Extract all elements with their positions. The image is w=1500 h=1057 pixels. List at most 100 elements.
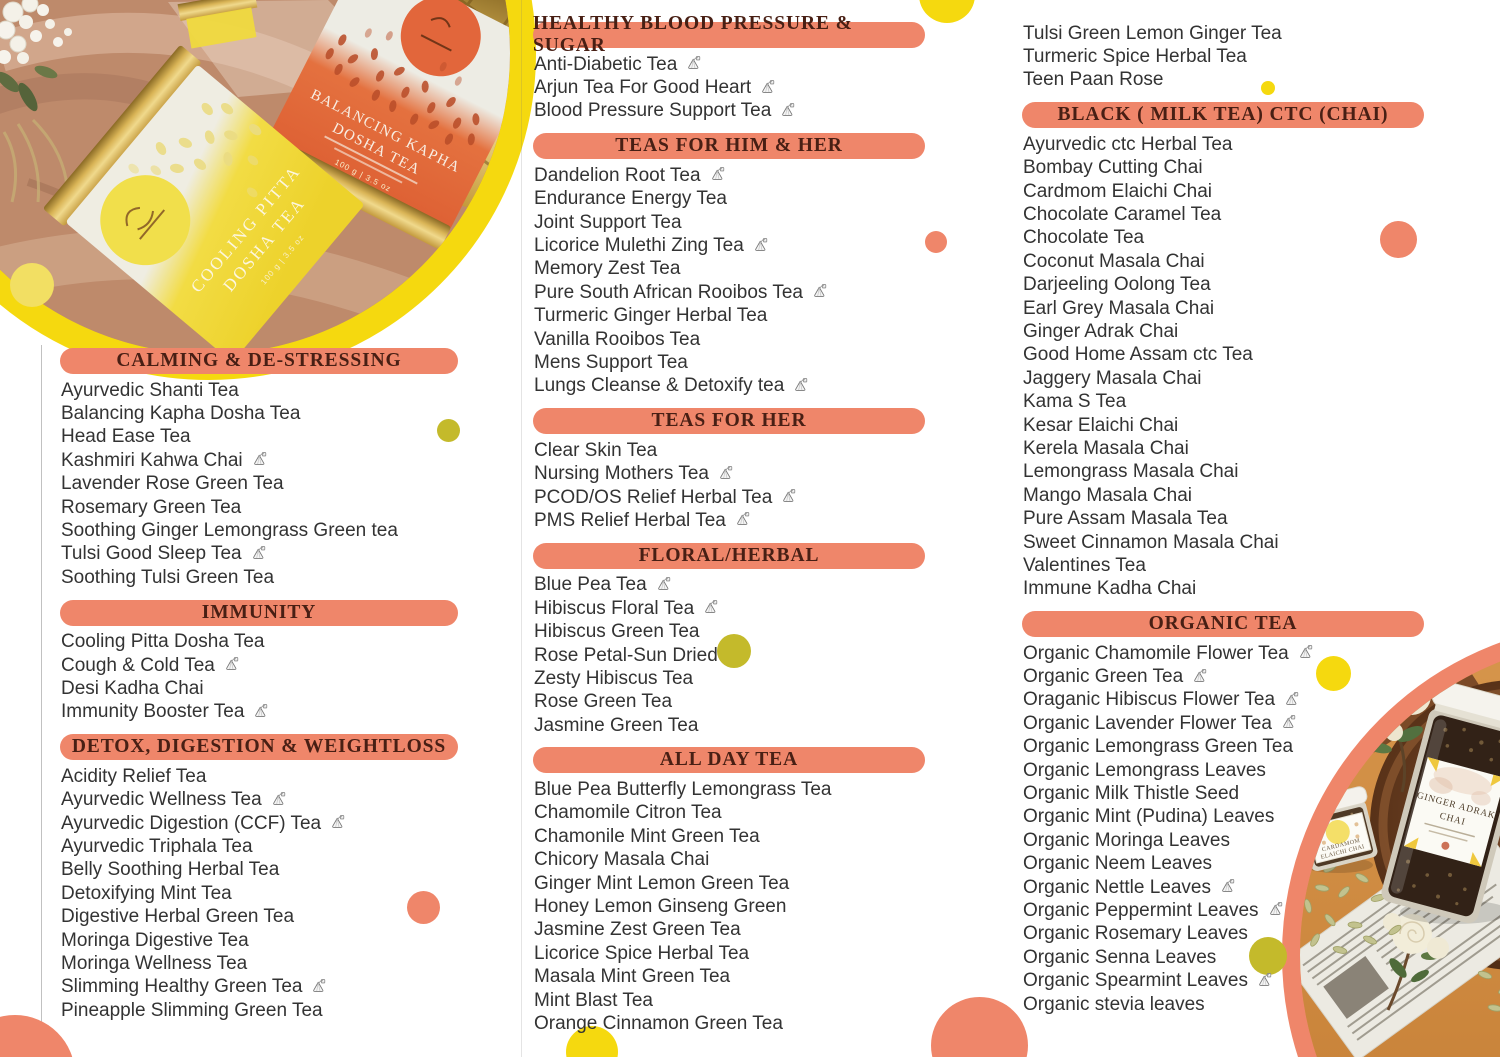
tea-list-item: Organic Spearmint Leaves: [1023, 969, 1424, 992]
teabag-icon: [1286, 692, 1299, 705]
tea-list-item: Detoxifying Mint Tea: [61, 882, 458, 905]
tea-name: Pure South African Rooibos Tea: [534, 281, 803, 303]
tea-name: Mint Blast Tea: [534, 989, 653, 1011]
tea-name: Organic Green Tea: [1023, 666, 1184, 688]
teabag-icon: [814, 284, 827, 298]
tea-list-item: PMS Relief Herbal Tea: [534, 509, 925, 532]
tea-name: Blue Pea Butterfly Lemongrass Tea: [534, 779, 832, 801]
tea-name: Organic Nettle Leaves: [1023, 876, 1211, 898]
tea-name: Jasmine Green Tea: [534, 714, 699, 736]
tea-list-item: Organic Rosemary Leaves: [1023, 923, 1424, 946]
decor-dot: [1261, 81, 1275, 95]
tea-name: Masala Mint Green Tea: [534, 966, 731, 988]
tea-name: Hibiscus Green Tea: [534, 621, 700, 643]
tin-cooling-pitta: COOLING PITTA DOSHA TEA 100 g | 3.5 oz: [43, 45, 364, 354]
tea-name: Organic Spearmint Leaves: [1023, 970, 1248, 992]
tea-list-item: Cough & Cold Tea: [61, 654, 458, 677]
tea-name: Acidity Relief Tea: [61, 765, 207, 787]
tea-name: Kashmiri Kahwa Chai: [61, 449, 243, 471]
tea-list-item: Tulsi Green Lemon Ginger Tea: [1023, 22, 1424, 45]
section-header-detox: DETOX, DIGESTION & WEIGHTLOSS: [60, 734, 458, 761]
tea-list-item: Organic Peppermint Leaves: [1023, 899, 1424, 922]
tea-name: Soothing Ginger Lemongrass Green tea: [61, 520, 398, 542]
tea-name: Organic stevia leaves: [1023, 993, 1205, 1015]
tea-name: Ginger Adrak Chai: [1023, 320, 1179, 342]
tea-list-item: Mint Blast Tea: [534, 989, 925, 1012]
tea-name: Hibiscus Floral Tea: [534, 597, 695, 619]
tea-name: Licorice Mulethi Zing Tea: [534, 235, 744, 257]
tea-list-item: Turmeric Ginger Herbal Tea: [534, 305, 925, 328]
tea-name: Balancing Kapha Dosha Tea: [61, 403, 301, 425]
tea-list-item: Organic Chamomile Flower Tea: [1023, 642, 1424, 665]
teabag-icon: [332, 815, 345, 828]
product-photo-top-left: BALANCING KAPHA DOSHA TEA 100 g | 3.5 oz: [0, 0, 536, 380]
tea-list-item: Licorice Spice Herbal Tea: [534, 942, 925, 965]
tea-list-item: Desi Kadha Chai: [61, 677, 458, 700]
tea-list-item: Organic Nettle Leaves: [1023, 876, 1424, 899]
tin-balancing-kapha: BALANCING KAPHA DOSHA TEA 100 g | 3.5 oz: [258, 0, 510, 249]
tea-list-item: Pineapple Slimming Green Tea: [61, 999, 458, 1022]
tea-name: PMS Relief Herbal Tea: [534, 509, 726, 531]
tea-name: Jasmine Zest Green Tea: [534, 919, 741, 941]
teabag-icon: [253, 452, 266, 466]
tea-list-item: Dandelion Root Tea: [534, 164, 925, 187]
tea-list-item: Organic Milk Thistle Seed: [1023, 782, 1424, 805]
tea-list-item: Organic Neem Leaves: [1023, 853, 1424, 876]
section-continued: Tulsi Green Lemon Ginger Tea Turmeric Sp…: [1022, 22, 1424, 92]
section-header-blood-pressure: HEALTHY BLOOD PRESSURE & SUGAR: [533, 13, 925, 56]
tea-list-item: Kama S Tea: [1023, 390, 1424, 413]
tea-list-item: Nursing Mothers Tea: [534, 462, 925, 485]
tea-name: Turmeric Spice Herbal Tea: [1023, 46, 1247, 68]
section-him-her: TEAS FOR HIM & HER Dandelion Root Tea En…: [533, 133, 925, 398]
section-header-organic: ORGANIC TEA: [1022, 610, 1424, 637]
tea-list-item: Rosemary Green Tea: [61, 496, 458, 519]
section-calming: CALMING & DE-STRESSING Ayurvedic Shanti …: [60, 348, 458, 590]
tea-list-item: Earl Grey Masala Chai: [1023, 297, 1424, 320]
tea-list: Organic Chamomile Flower Tea Organic Gre…: [1022, 642, 1424, 1016]
teabag-icon: [688, 56, 701, 70]
tea-list-item: Belly Soothing Herbal Tea: [61, 859, 458, 882]
tea-name: Orange Cinnamon Green Tea: [534, 1012, 783, 1034]
tea-list-item: Head Ease Tea: [61, 426, 458, 449]
section-detox: DETOX, DIGESTION & WEIGHTLOSS Acidity Re…: [60, 734, 458, 1022]
tea-name: Soothing Tulsi Green Tea: [61, 566, 275, 588]
section-floral-herbal: FLORAL/HERBAL Blue Pea Tea Hibiscus Flor…: [533, 542, 925, 738]
menu-column-middle: HEALTHY BLOOD PRESSURE & SUGAR Anti-Diab…: [533, 13, 925, 1046]
tea-name: Jaggery Masala Chai: [1023, 367, 1202, 389]
tea-list-item: Organic Lavender Flower Tea: [1023, 712, 1424, 735]
tea-list-item: Moringa Wellness Tea: [61, 952, 458, 975]
tea-list-item: Kashmiri Kahwa Chai: [61, 449, 458, 472]
tea-name: Organic Rosemary Leaves: [1023, 923, 1248, 945]
decor-dot: [1249, 937, 1287, 975]
tea-name: Belly Soothing Herbal Tea: [61, 859, 280, 881]
section-header-all-day: ALL DAY TEA: [533, 747, 925, 774]
tea-name: Nursing Mothers Tea: [534, 463, 709, 485]
tea-name: Ayurvedic Triphala Tea: [61, 835, 253, 857]
tea-name: Endurance Energy Tea: [534, 188, 727, 210]
teabag-icon: [783, 489, 796, 502]
tea-list-item: Ginger Mint Lemon Green Tea: [534, 872, 925, 895]
menu-column-left: CALMING & DE-STRESSING Ayurvedic Shanti …: [60, 348, 458, 1032]
tea-name: Memory Zest Tea: [534, 258, 681, 280]
tea-name: PCOD/OS Relief Herbal Tea: [534, 486, 773, 508]
tea-list-item: Pure South African Rooibos Tea: [534, 281, 925, 304]
tea-name: Tulsi Good Sleep Tea: [61, 543, 242, 565]
tea-list-item: Ayurvedic Shanti Tea: [61, 379, 458, 402]
decor-dot: [407, 891, 440, 924]
photo-top-left-scene: BALANCING KAPHA DOSHA TEA 100 g | 3.5 oz: [0, 0, 510, 354]
teabag-icon: [657, 576, 670, 590]
tea-list-item: Jaggery Masala Chai: [1023, 367, 1424, 390]
tea-name: Desi Kadha Chai: [61, 677, 204, 699]
tea-list-item: Blue Pea Tea: [534, 574, 925, 597]
tea-list-item: Soothing Tulsi Green Tea: [61, 566, 458, 589]
tea-name: Moringa Wellness Tea: [61, 952, 248, 974]
tea-list-item: Lavender Rose Green Tea: [61, 473, 458, 496]
tea-name: Clear Skin Tea: [534, 439, 658, 461]
tea-list-item: Tulsi Good Sleep Tea: [61, 543, 458, 566]
teabag-icon: [255, 704, 268, 717]
tea-list-item: Jasmine Green Tea: [534, 714, 925, 737]
tea-name: Honey Lemon Ginseng Green: [534, 896, 787, 918]
tea-list-item: Clear Skin Tea: [534, 439, 925, 462]
tea-list-item: Bombay Cutting Chai: [1023, 157, 1424, 180]
tea-name: Chocolate Caramel Tea: [1023, 204, 1222, 226]
